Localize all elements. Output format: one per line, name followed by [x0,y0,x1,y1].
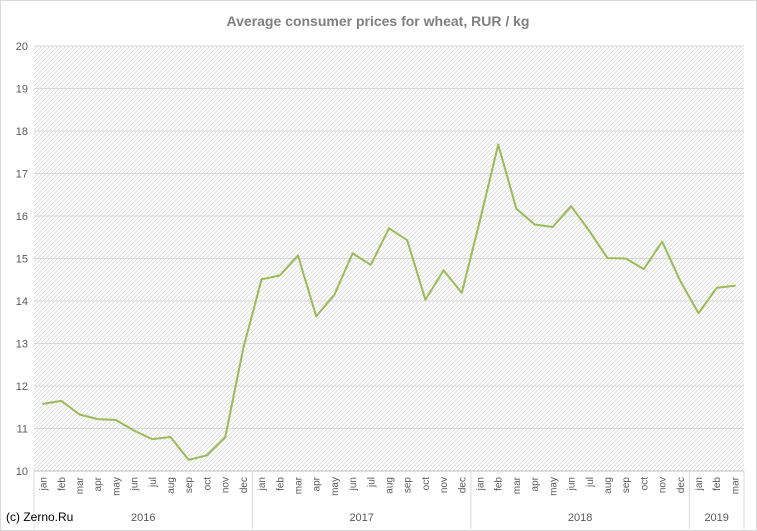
y-axis: 10 11 12 13 14 15 16 17 18 19 20 [16,41,28,478]
chart-title: Average consumer prices for wheat, RUR /… [227,13,530,29]
y-tick-label: 11 [17,424,28,436]
x-tick-label: aug [385,477,396,494]
x-tick-label: aug [603,477,614,494]
x-tick-label: nov [658,477,669,493]
x-tick-label: feb [494,477,505,491]
x-tick-label: jan [39,477,50,491]
x-tick-label: dec [239,477,250,493]
x-tick-label: may [548,477,559,496]
year-groups: 2016 2017 2018 2019 [33,471,745,529]
x-tick-label: oct [639,477,650,491]
year-group-label: 2019 [704,512,728,524]
x-tick-label: jul [148,477,159,488]
x-tick-label: may [330,477,341,496]
y-tick-label: 19 [16,84,28,96]
x-tick-label: jun [348,477,359,491]
x-tick-label: jun [130,477,141,491]
y-tick-label: 13 [16,339,28,351]
x-tick-label: jan [476,477,487,491]
x-tick-label: oct [202,477,213,491]
x-tick-label: apr [312,476,323,491]
x-tick-label: sep [403,477,414,494]
x-tick-label: jun [567,477,578,491]
y-tick-label: 14 [16,296,28,308]
x-tick-label: feb [275,477,286,491]
x-tick-label: apr [93,476,104,491]
x-tick-label: aug [166,477,177,494]
y-tick-label: 16 [16,211,28,223]
y-tick-label: 17 [16,169,28,181]
credit-text: (c) Zerno.Ru [6,510,73,524]
x-tick-label: mar [512,476,523,494]
year-group-label: 2017 [349,512,373,524]
x-axis: jan feb mar apr may jun jul aug sep oct nov dec jan f… [34,470,744,496]
y-tick-label: 10 [16,466,28,478]
x-tick-label: sep [184,477,195,494]
y-tick-label: 18 [16,126,28,138]
x-tick-label: nov [439,477,450,493]
y-tick-label: 15 [16,254,28,266]
x-tick-label: dec [676,477,687,493]
x-tick-label: jan [257,477,268,491]
x-tick-label: dec [457,477,468,493]
y-tick-label: 20 [16,41,28,53]
x-tick-label: mar [75,476,86,494]
year-group-label: 2018 [568,512,592,524]
year-group-label: 2016 [131,512,155,524]
series-line [42,143,736,461]
x-tick-label: jul [366,477,377,488]
x-tick-label: nov [221,477,232,493]
x-tick-label: apr [530,476,541,491]
x-tick-label: sep [621,477,632,494]
y-gridlines [34,45,744,472]
x-tick-label: jan [694,477,705,491]
x-tick-label: jul [585,477,596,488]
x-tick-label: mar [730,476,741,494]
y-tick-label: 12 [16,381,28,393]
x-tick-label: feb [57,477,68,491]
x-tick-label: oct [421,477,432,491]
x-tick-label: may [111,477,122,496]
x-tick-label: feb [712,477,723,491]
x-tick-label: mar [293,476,304,494]
